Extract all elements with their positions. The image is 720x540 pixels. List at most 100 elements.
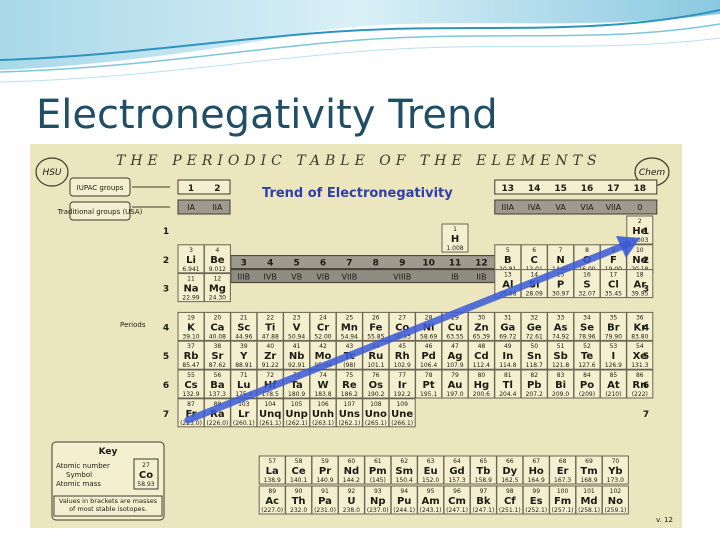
element-symbol: Ce — [292, 466, 306, 477]
atomic-number: 87 — [187, 401, 195, 408]
period-number-right: 1 — [643, 227, 649, 237]
element-symbol: Pd — [421, 351, 436, 362]
element-cell-border — [283, 340, 311, 370]
atomic-number: 85 — [610, 372, 618, 379]
atomic-number: 86 — [636, 372, 644, 379]
atomic-mass: 197.0 — [446, 391, 463, 398]
element-symbol: Na — [183, 284, 198, 295]
atomic-number: 40 — [266, 343, 274, 350]
element-symbol: Fe — [369, 322, 382, 333]
slide-title: Electronegativity Trend — [36, 92, 498, 138]
element-cell-h: 1H1.008 — [441, 223, 469, 253]
atomic-number: 61 — [374, 458, 382, 465]
element-cell-border — [573, 311, 601, 341]
element-symbol: Cm — [448, 496, 466, 507]
element-symbol: Cr — [317, 322, 329, 333]
element-symbol: I — [612, 351, 616, 362]
element-cell-border — [177, 311, 205, 341]
element-symbol: Nd — [344, 466, 360, 477]
traditional-group-label: IIIA — [502, 203, 515, 212]
element-symbol: Sn — [527, 351, 541, 362]
f-block-grid: 57La138.958Ce140.159Pr140.960Nd144.261Pm… — [258, 455, 629, 515]
iupac-group-number: 18 — [634, 184, 647, 194]
key-sample-mass: 58.93 — [137, 481, 154, 488]
element-symbol: Ne — [632, 255, 647, 266]
atomic-number: 53 — [610, 343, 618, 350]
atomic-number: 30 — [478, 314, 486, 321]
atomic-mass: 106.4 — [420, 362, 437, 369]
element-symbol: Os — [369, 380, 384, 391]
atomic-mass: 118.7 — [526, 362, 543, 369]
element-symbol: Mn — [341, 322, 358, 333]
iupac-group-number: 2 — [214, 184, 220, 194]
element-cell-border — [626, 244, 654, 274]
element-cell-border — [390, 455, 418, 485]
atomic-number: 39 — [240, 343, 248, 350]
atomic-number: 63 — [427, 458, 435, 465]
iupac-group-number: 7 — [346, 259, 352, 269]
element-symbol: Ga — [500, 322, 515, 333]
trend-title: Trend of Electronegativity — [262, 186, 453, 201]
element-symbol: Zn — [474, 322, 488, 333]
element-symbol: K — [187, 322, 196, 333]
element-symbol: Fm — [554, 496, 571, 507]
atomic-number: 81 — [504, 372, 512, 379]
element-symbol: Cf — [504, 496, 516, 507]
element-symbol: U — [347, 496, 355, 507]
element-symbol: Ni — [423, 322, 435, 333]
element-symbol: Rb — [184, 351, 199, 362]
element-cell-border — [599, 369, 627, 399]
element-symbol: Ru — [368, 351, 383, 362]
atomic-mass: 4.003 — [631, 237, 648, 244]
atomic-mass: (263.1) — [312, 420, 334, 427]
atomic-number: 59 — [321, 458, 329, 465]
element-cell-border — [417, 455, 445, 485]
element-symbol: Er — [557, 466, 569, 477]
atomic-mass: 195.1 — [420, 391, 437, 398]
atomic-mass: 92.91 — [288, 362, 305, 369]
element-symbol: Ir — [398, 380, 407, 391]
element-symbol: Cd — [474, 351, 489, 362]
atomic-mass: 186.2 — [341, 391, 358, 398]
atomic-number: 66 — [506, 458, 514, 465]
atomic-number: 11 — [187, 276, 195, 283]
element-symbol: La — [266, 466, 279, 477]
iupac-group-number: 3 — [241, 259, 247, 269]
atomic-number: 79 — [451, 372, 459, 379]
atomic-number: 90 — [295, 488, 303, 495]
element-symbol: Yb — [607, 466, 622, 477]
atomic-number: 12 — [214, 276, 222, 283]
atomic-number: 58 — [295, 458, 303, 465]
atomic-number: 18 — [636, 272, 644, 279]
element-symbol: Xe — [633, 351, 647, 362]
traditional-band-middle: IIIB IVB VB VIB VIIB VIIIB IB IIB — [230, 269, 502, 284]
element-symbol: Unp — [285, 409, 307, 420]
atomic-mass: 91.22 — [262, 362, 279, 369]
atomic-number: 6 — [532, 247, 536, 254]
element-symbol: Be — [210, 255, 225, 266]
traditional-group-label: IIIB — [238, 273, 251, 282]
atomic-mass: (262.1) — [338, 420, 360, 427]
key-sample-number: 27 — [142, 462, 150, 469]
traditional-group-label: IVB — [264, 273, 277, 282]
atomic-mass: (98) — [343, 362, 355, 369]
atomic-number: 74 — [319, 372, 327, 379]
atomic-mass: 101.1 — [367, 362, 384, 369]
atomic-mass: (244.1) — [393, 507, 415, 514]
atomic-mass: 88.91 — [235, 362, 252, 369]
element-symbol: Ge — [527, 322, 542, 333]
element-symbol: Zr — [264, 351, 276, 362]
key-atomic-number-label: Atomic number — [56, 462, 110, 470]
period-number-right: 3 — [643, 285, 649, 295]
